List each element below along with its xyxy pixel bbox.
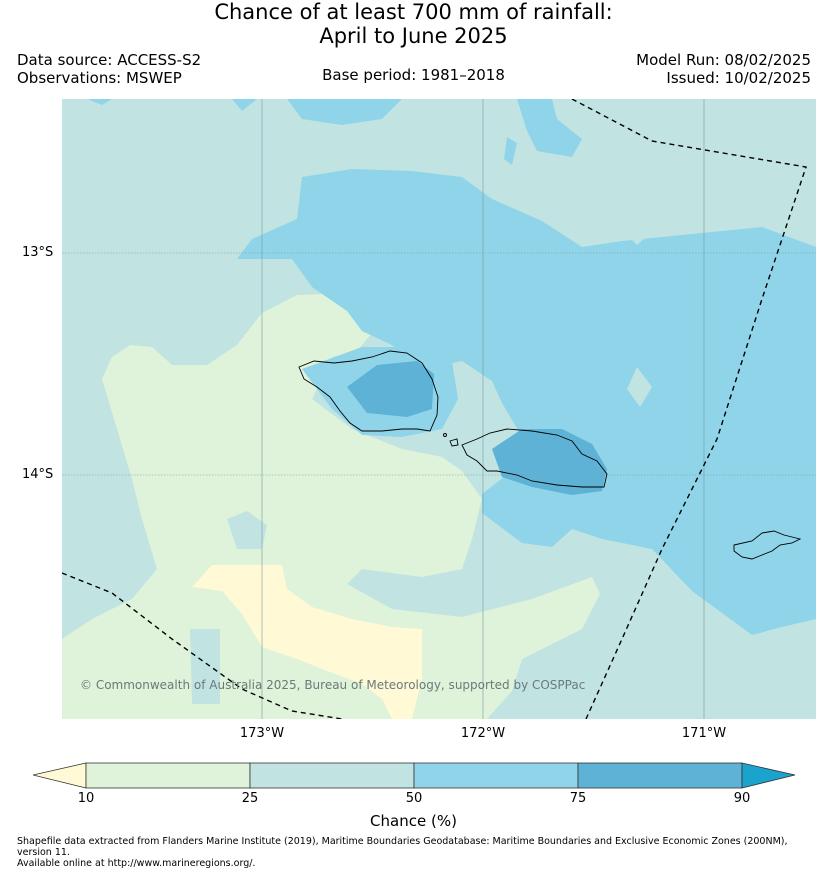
savaii-island [298, 350, 439, 432]
footnote-line-2: Available online at http://www.marinereg… [17, 858, 256, 869]
zone-75-90-upolu [492, 429, 607, 495]
colorbar-graphic [32, 762, 796, 789]
colorbar-tick-90: 90 [733, 791, 751, 806]
base-period-text: Base period: 1981–2018 [322, 66, 505, 84]
colorbar-segment-above-90 [741, 762, 796, 789]
colorbar-tick-75: 75 [569, 791, 587, 806]
colorbar-tick-10: 10 [77, 791, 95, 806]
graticule [62, 99, 816, 719]
longitude-label-172w: 172°W [460, 726, 506, 741]
copyright-notice: © Commonwealth of Australia 2025, Bureau… [80, 678, 586, 692]
colorbar-tick-50: 50 [405, 791, 423, 806]
colorbar-segment-50-75 [413, 762, 579, 789]
colorbar-segment-below-10 [32, 762, 87, 789]
zone-75-90-savaii [347, 361, 434, 417]
observations-text: Observations: MSWEP [17, 69, 182, 87]
footnote: Shapefile data extracted from Flanders M… [17, 836, 822, 869]
colorbar-segment-10-25 [85, 762, 251, 789]
footnote-line-1: Shapefile data extracted from Flanders M… [17, 836, 788, 858]
colorbar-segment-75-90 [577, 762, 743, 789]
longitude-label-171w: 171°W [681, 726, 727, 741]
zone-below-10 [192, 565, 422, 719]
model-run-text: Model Run: 08/02/2025 [636, 51, 811, 69]
latitude-label-14s: 14°S [22, 467, 54, 482]
colorbar [32, 760, 797, 796]
colorbar-tick-25: 25 [241, 791, 259, 806]
zone-50-75-north-1 [287, 99, 402, 125]
zone-50-75-north-4 [232, 99, 257, 111]
zone-50-75-main [237, 169, 816, 635]
manono-islet [443, 433, 447, 437]
data-source-text: Data source: ACCESS-S2 [17, 51, 202, 69]
zone-50-75-north-5 [87, 99, 112, 105]
title-line-2: April to June 2025 [319, 24, 508, 48]
issued-text: Issued: 10/02/2025 [666, 69, 811, 87]
zone-25-50-spot-ne [625, 221, 649, 245]
island-outlines [298, 350, 802, 560]
upolu-island [461, 428, 608, 488]
zone-50-75-north-2 [517, 99, 582, 157]
rainfall-probability-map [61, 98, 816, 720]
colorbar-label: Chance (%) [370, 812, 457, 830]
colorbar-segment-25-50 [249, 762, 415, 789]
eez-boundary-east [571, 98, 807, 720]
apolima-islet [449, 438, 459, 447]
meta-right: Model Run: 08/02/2025 Issued: 10/02/2025 [636, 51, 811, 87]
latitude-label-13s: 13°S [22, 245, 54, 260]
zone-25-50-hole [627, 367, 652, 407]
longitude-label-173w: 173°W [239, 726, 285, 741]
zone-10-25-west [62, 293, 600, 719]
title-line-1: Chance of at least 700 mm of rainfall: [214, 0, 613, 24]
zone-50-75-north-3 [504, 137, 517, 165]
zone-25-50-island-1 [227, 511, 267, 549]
zone-25-50-patch-south [190, 629, 220, 704]
map-panel: © Commonwealth of Australia 2025, Bureau… [61, 98, 816, 720]
meta-left: Data source: ACCESS-S2 Observations: MSW… [17, 51, 201, 87]
eez-boundaries [61, 98, 807, 720]
eez-boundary-west [61, 572, 343, 720]
tutuila-island [733, 530, 802, 560]
chart-title: Chance of at least 700 mm of rainfall: A… [0, 0, 827, 48]
